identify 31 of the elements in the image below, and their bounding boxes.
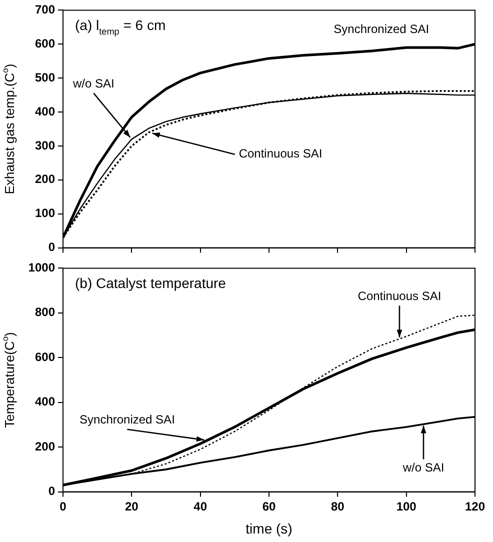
annotation: Synchronized SAI (80, 412, 175, 427)
y-tick-label: 800 (34, 305, 56, 320)
x-axis-title: time (s) (246, 520, 292, 536)
y-tick-label: 400 (34, 104, 56, 118)
x-tick-label: 20 (124, 499, 139, 514)
annotation: w/o SAI (402, 460, 444, 475)
y-tick-label: 200 (34, 439, 56, 454)
y-tick-label: 500 (34, 70, 56, 84)
x-tick-label: 60 (262, 499, 276, 514)
x-tick-label: 0 (60, 499, 67, 514)
y-tick-label: 600 (34, 350, 56, 364)
x-tick-label: 120 (464, 499, 486, 514)
x-tick-label: 80 (330, 499, 345, 514)
y-axis-title: Temperature(Co) (0, 332, 17, 428)
y-tick-label: 400 (34, 394, 56, 409)
x-tick-label: 100 (396, 499, 417, 514)
y-tick-label: 0 (48, 484, 56, 498)
annotation: w/o SAI (72, 76, 114, 90)
y-tick-label: 700 (34, 2, 56, 17)
y-axis-title: Exhaust gas temp.(Co) (0, 64, 17, 194)
annotation: Synchronized SAI (334, 22, 430, 36)
annotation: Continuous SAI (358, 288, 442, 303)
y-tick-label: 100 (34, 206, 56, 220)
y-tick-label: 200 (34, 172, 56, 186)
text: (b) Catalyst temperature (75, 275, 226, 292)
x-tick-label: 40 (194, 499, 208, 514)
y-tick-label: 1000 (28, 260, 56, 275)
annotation: Continuous SAI (238, 146, 322, 161)
y-tick-label: 0 (48, 240, 56, 254)
y-tick-label: 600 (34, 36, 56, 50)
y-tick-label: 300 (34, 138, 56, 152)
